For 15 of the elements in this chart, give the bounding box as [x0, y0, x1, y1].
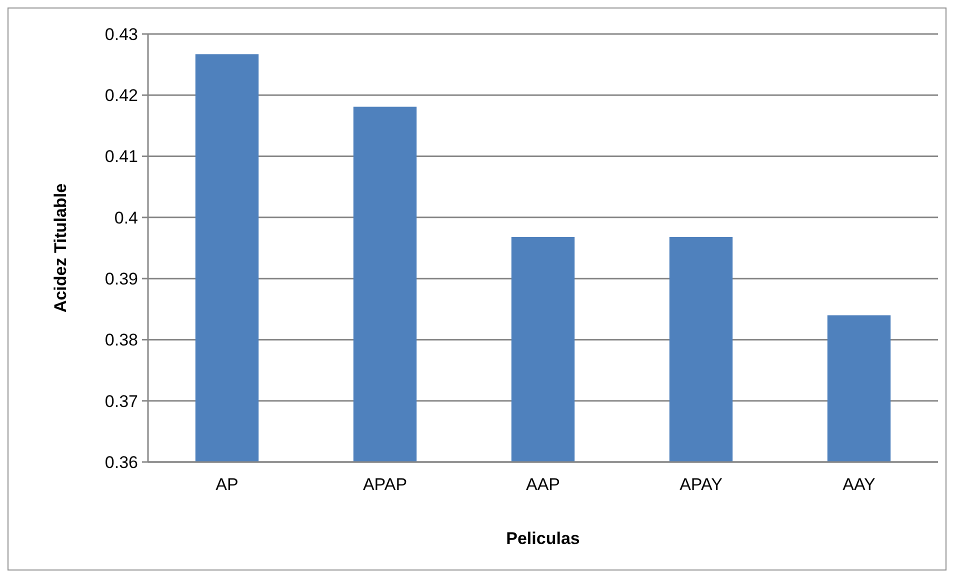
- y-tick-label: 0.41: [104, 147, 138, 166]
- x-tick-label: AAY: [842, 475, 876, 494]
- x-tick-label: APAY: [680, 475, 722, 494]
- x-tick-label: APAP: [362, 475, 408, 494]
- y-axis-title: Acidez Titulable: [51, 183, 70, 313]
- y-tick-label: 0.43: [104, 24, 138, 44]
- x-tick-label: AP: [216, 475, 238, 494]
- x-axis-title: Peliculas: [506, 529, 580, 548]
- y-tick-label: 0.38: [104, 330, 138, 350]
- y-tick-label: 0.36: [104, 452, 138, 472]
- y-tick-label: 0.4: [114, 208, 138, 228]
- x-tick-label: AAP: [526, 475, 560, 494]
- y-tick-label: 0.37: [104, 392, 138, 411]
- y-tick-label: 0.42: [104, 86, 138, 106]
- y-tick-label: 0.39: [104, 270, 138, 289]
